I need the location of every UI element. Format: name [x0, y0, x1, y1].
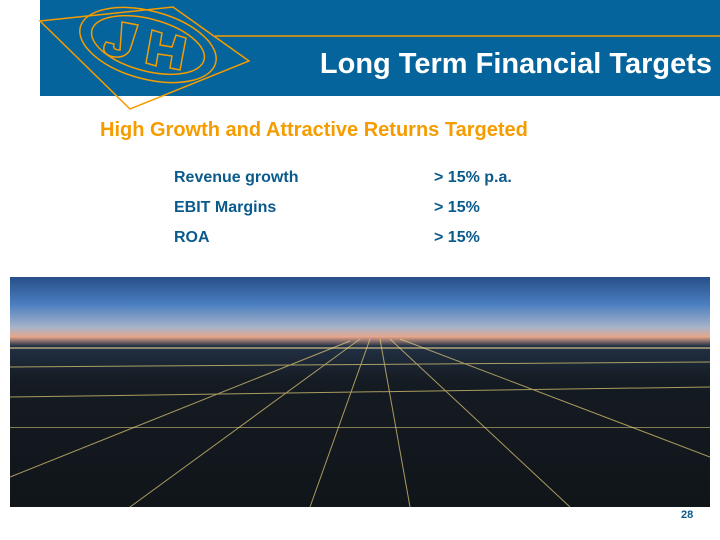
company-logo: [38, 6, 720, 110]
target-label: ROA: [174, 229, 210, 246]
target-value: > 15%: [434, 199, 480, 216]
target-label: EBIT Margins: [174, 199, 277, 216]
target-value: > 15% p.a.: [434, 169, 512, 186]
target-row-ebit: EBIT Margins > 15%: [174, 199, 480, 217]
header-banner: [40, 0, 720, 96]
target-label: Revenue growth: [174, 169, 299, 186]
slide-title: Long Term Financial Targets: [319, 48, 712, 80]
target-value: > 15%: [434, 229, 480, 246]
target-row-roa: ROA > 15%: [174, 229, 480, 247]
page-number: 28: [681, 509, 694, 521]
target-row-revenue: Revenue growth > 15% p.a.: [174, 169, 512, 187]
city-lights-photo: [10, 277, 710, 507]
slide-subtitle: High Growth and Attractive Returns Targe…: [100, 119, 528, 141]
